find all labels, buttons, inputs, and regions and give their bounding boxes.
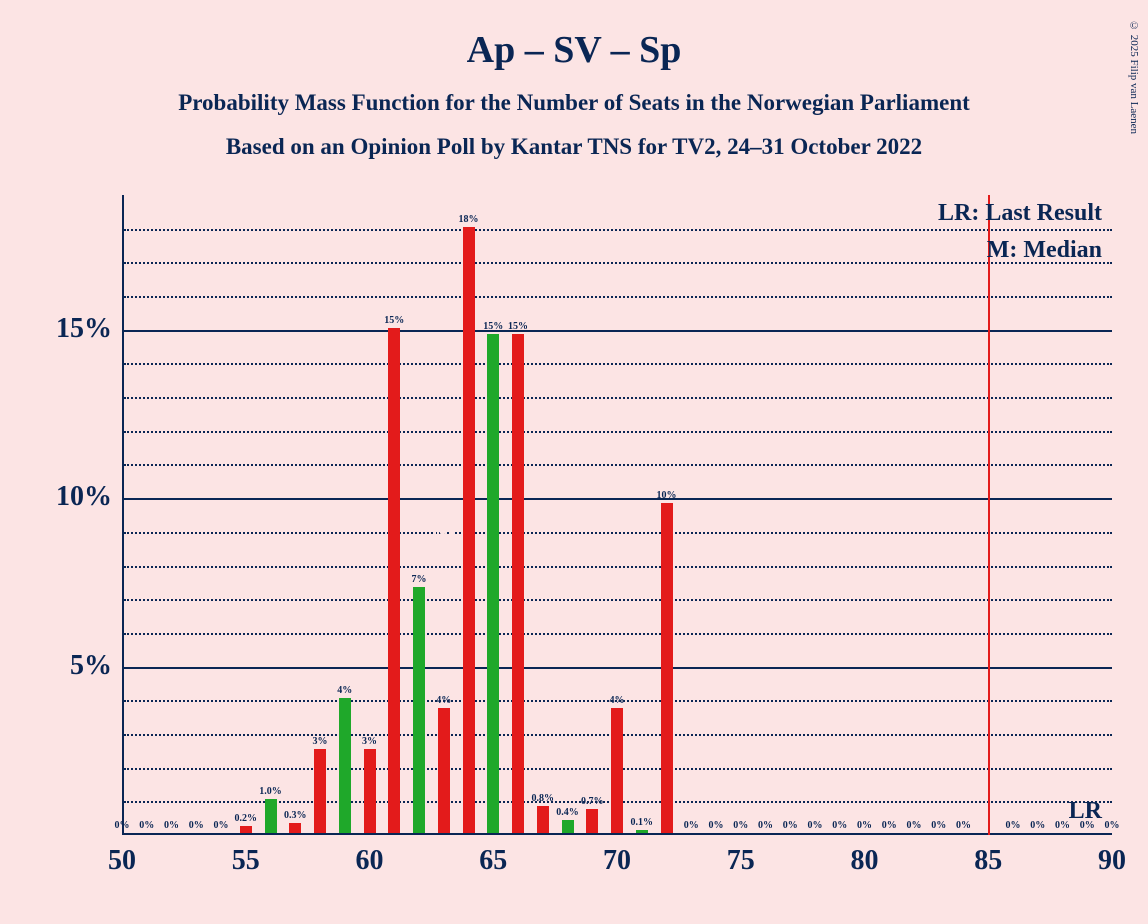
gridline-minor — [124, 599, 1112, 601]
gridline-minor — [124, 262, 1112, 264]
bar-70 — [611, 708, 623, 833]
bar-58 — [314, 749, 326, 833]
bar-value-label: 18% — [459, 214, 479, 225]
bar-value-label: 0% — [808, 820, 823, 831]
bar-value-label: 4% — [436, 695, 451, 706]
gridline-minor — [124, 431, 1112, 433]
bar-value-label: 0% — [1030, 820, 1045, 831]
legend-last-result: LR: Last Result — [938, 200, 1102, 227]
gridline-major — [124, 667, 1112, 669]
y-axis — [122, 195, 124, 835]
chart-subtitle-1: Probability Mass Function for the Number… — [0, 90, 1148, 116]
bar-value-label: 0% — [907, 820, 922, 831]
bar-value-label: 15% — [508, 321, 528, 332]
gridline-major — [124, 498, 1112, 500]
bar-value-label: 0% — [931, 820, 946, 831]
bar-value-label: 4% — [610, 695, 625, 706]
bar-68 — [562, 820, 574, 833]
median-marker: M — [432, 515, 457, 545]
bar-71 — [636, 830, 648, 833]
bar-value-label: 0.8% — [532, 793, 555, 804]
bar-65 — [487, 334, 499, 833]
bar-56 — [265, 799, 277, 833]
bar-value-label: 0% — [684, 820, 699, 831]
chart-subtitle-2: Based on an Opinion Poll by Kantar TNS f… — [0, 134, 1148, 160]
x-axis-label: 70 — [603, 845, 631, 877]
x-axis — [122, 833, 1112, 835]
bar-value-label: 0.1% — [631, 817, 654, 828]
gridline-minor — [124, 229, 1112, 231]
x-axis-label: 60 — [356, 845, 384, 877]
last-result-line — [988, 195, 990, 835]
bar-value-label: 0% — [857, 820, 872, 831]
bar-value-label: 0% — [115, 820, 130, 831]
gridline-minor — [124, 464, 1112, 466]
bar-value-label: 3% — [362, 736, 377, 747]
gridline-minor — [124, 532, 1112, 534]
gridline-minor — [124, 566, 1112, 568]
bar-60 — [364, 749, 376, 833]
bar-value-label: 0% — [189, 820, 204, 831]
bar-value-label: 0% — [758, 820, 773, 831]
y-axis-label: 15% — [32, 313, 112, 345]
bar-59 — [339, 698, 351, 833]
gridline-minor — [124, 296, 1112, 298]
bar-value-label: 0% — [214, 820, 229, 831]
bar-value-label: 0% — [709, 820, 724, 831]
gridline-minor — [124, 633, 1112, 635]
y-axis-label: 10% — [32, 481, 112, 513]
bar-62 — [413, 587, 425, 833]
x-axis-label: 65 — [479, 845, 507, 877]
bar-value-label: 10% — [657, 490, 677, 501]
bar-66 — [512, 334, 524, 833]
chart-plot-area: 5%10%15%5055606570758085900%0%0%0%0%0.2%… — [122, 195, 1112, 835]
bar-value-label: 0% — [956, 820, 971, 831]
bar-value-label: 15% — [483, 321, 503, 332]
x-axis-label: 85 — [974, 845, 1002, 877]
x-axis-label: 80 — [851, 845, 879, 877]
bar-value-label: 0% — [1105, 820, 1120, 831]
bar-value-label: 3% — [313, 736, 328, 747]
gridline-minor — [124, 363, 1112, 365]
bar-value-label: 4% — [337, 685, 352, 696]
bar-value-label: 0% — [139, 820, 154, 831]
x-axis-label: 90 — [1098, 845, 1126, 877]
bar-value-label: 0% — [1006, 820, 1021, 831]
bar-69 — [586, 809, 598, 833]
bar-value-label: 0.7% — [581, 796, 604, 807]
bar-72 — [661, 503, 673, 833]
bar-value-label: 15% — [384, 315, 404, 326]
x-axis-label: 50 — [108, 845, 136, 877]
bar-value-label: 0.4% — [556, 807, 579, 818]
chart-title: Ap – SV – Sp — [0, 0, 1148, 72]
legend-median: M: Median — [987, 237, 1102, 264]
bar-value-label: 0.3% — [284, 810, 307, 821]
gridline-major — [124, 330, 1112, 332]
bar-value-label: 0% — [733, 820, 748, 831]
bar-value-label: 0% — [164, 820, 179, 831]
x-axis-label: 55 — [232, 845, 260, 877]
bar-value-label: 0.2% — [235, 813, 258, 824]
bar-value-label: 7% — [412, 574, 427, 585]
x-axis-label: 75 — [727, 845, 755, 877]
lr-short-label: LR — [1069, 798, 1102, 825]
bar-value-label: 0% — [882, 820, 897, 831]
y-axis-label: 5% — [32, 650, 112, 682]
bar-61 — [388, 328, 400, 833]
bar-64 — [463, 227, 475, 833]
bar-67 — [537, 806, 549, 833]
bar-value-label: 1.0% — [259, 786, 282, 797]
bar-63 — [438, 708, 450, 833]
gridline-minor — [124, 397, 1112, 399]
copyright-text: © 2025 Filip van Laenen — [1128, 20, 1140, 134]
bar-value-label: 0% — [832, 820, 847, 831]
bar-57 — [289, 823, 301, 833]
bar-value-label: 0% — [783, 820, 798, 831]
bar-55 — [240, 826, 252, 833]
